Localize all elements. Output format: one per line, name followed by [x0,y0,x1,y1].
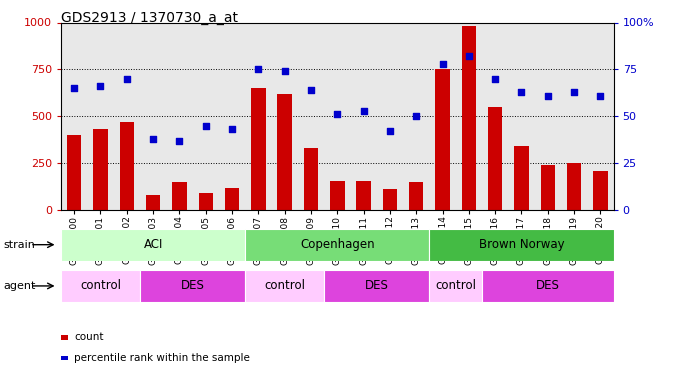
Bar [146,195,161,210]
Bar [409,182,424,210]
Bar [61,229,245,261]
Point [306,87,317,93]
Text: ACI: ACI [144,238,163,251]
Point [464,53,475,59]
Point [148,136,159,142]
Text: Brown Norway: Brown Norway [479,238,564,251]
Point [542,93,553,99]
Bar [593,171,607,210]
Bar [251,88,266,210]
Point [200,123,211,129]
Point [174,138,185,144]
Point [358,108,369,114]
Bar [429,270,482,302]
Bar [94,129,108,210]
Bar [488,107,502,210]
Bar [567,163,581,210]
Bar [435,69,450,210]
Bar [172,182,186,210]
Bar [119,122,134,210]
Bar [225,188,239,210]
Point [332,111,342,117]
Text: DES: DES [180,279,205,292]
Text: percentile rank within the sample: percentile rank within the sample [74,353,250,363]
Point [68,85,79,91]
Bar [277,94,292,210]
Text: Copenhagen: Copenhagen [300,238,375,251]
Bar [429,229,614,261]
Bar [540,165,555,210]
Point [569,89,580,95]
Bar [482,270,614,302]
Point [253,66,264,72]
Bar [357,181,371,210]
Bar [61,270,140,302]
Text: control: control [435,279,476,292]
Bar [324,270,429,302]
Bar [245,270,324,302]
Point [121,76,132,82]
Point [95,83,106,89]
Point [437,61,448,67]
Bar [330,181,344,210]
Bar [140,270,245,302]
Text: DES: DES [365,279,388,292]
Text: agent: agent [3,281,36,291]
Text: control: control [80,279,121,292]
Text: control: control [264,279,305,292]
Point [279,68,290,74]
Point [384,128,395,134]
Point [226,126,237,132]
Text: DES: DES [536,279,560,292]
Bar [199,193,213,210]
Point [516,89,527,95]
Bar [382,189,397,210]
Bar [514,146,529,210]
Point [490,76,500,82]
Point [411,113,422,119]
Text: GDS2913 / 1370730_a_at: GDS2913 / 1370730_a_at [61,11,238,25]
Bar [462,26,476,210]
Point [595,93,606,99]
Text: count: count [74,333,104,342]
Text: strain: strain [3,240,35,250]
Bar [67,135,81,210]
Bar [304,148,318,210]
Bar [245,229,429,261]
